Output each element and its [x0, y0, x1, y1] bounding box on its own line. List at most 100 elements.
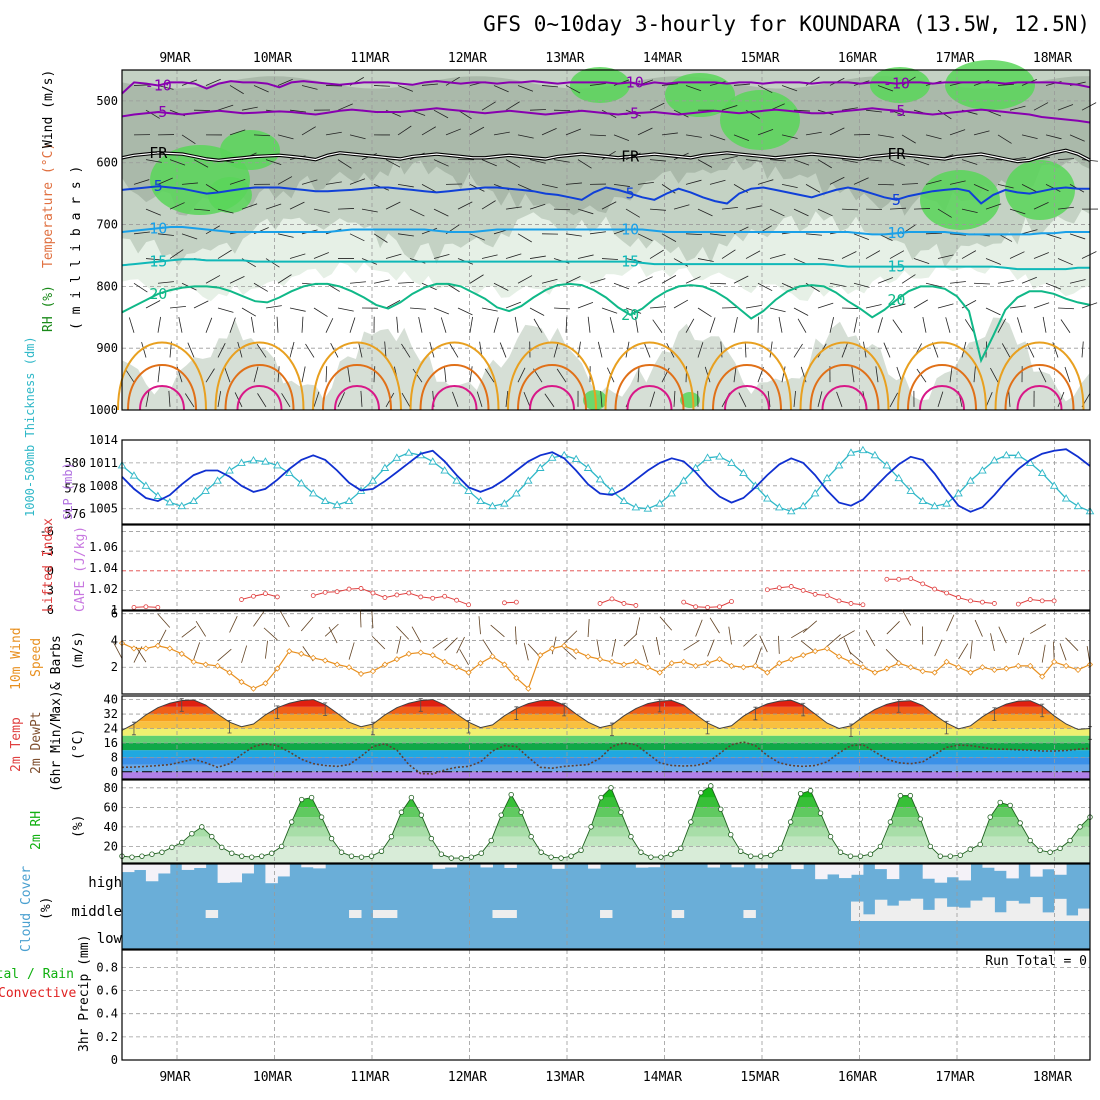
temp2m-unit-label: (°C): [71, 729, 86, 760]
thickness-marker: [177, 501, 187, 510]
cloud-gap-high: [1006, 864, 1019, 879]
wind-barb: [433, 208, 449, 217]
wind-barb: [745, 159, 762, 162]
wind-barb: [217, 343, 226, 358]
wind-barb: [709, 179, 726, 185]
boundary-layer-isotherm: [1004, 364, 1075, 411]
upper-air-panel: 500 600 700 800 900 1000 -10 -10 -10 -5 -5 -5 FR FR FR…: [89, 60, 1099, 417]
rh-green-patch: [570, 67, 630, 103]
wind-barb: [652, 319, 663, 333]
wind-barb: [961, 208, 978, 213]
wind-barb-10m: [456, 636, 465, 654]
wind-speed-marker: [1003, 665, 1010, 672]
wind-barb: [925, 180, 942, 185]
thickness-marker: [500, 499, 509, 507]
wind-barb: [793, 159, 810, 166]
wind-barb: [481, 101, 496, 111]
wind-barb: [325, 181, 342, 185]
lifted-marker: [251, 593, 256, 599]
boundary-layer-isotherm: [529, 385, 575, 411]
wind-barb: [229, 276, 245, 284]
wind-barb: [1038, 367, 1047, 383]
wind-barb-10m: [432, 637, 448, 649]
wind-barb: [1057, 206, 1074, 210]
wind-barb-10m: [623, 633, 638, 647]
wind-speed-marker: [549, 645, 556, 652]
wind-barb: [589, 231, 606, 235]
wind-speed-marker: [943, 658, 950, 665]
wind-barb: [169, 202, 185, 210]
wind-barb: [661, 83, 678, 86]
rh-marker: [149, 851, 155, 857]
thickness-marker: [1014, 450, 1023, 459]
wind-barb: [853, 233, 870, 241]
precip-convective-label: Convective: [0, 986, 76, 1001]
rh-marker: [448, 855, 455, 861]
wind-barb: [865, 159, 882, 162]
wind-barb: [457, 201, 473, 210]
cloud-gap-high: [647, 864, 661, 868]
temp-tick-label: 0: [111, 765, 118, 779]
wind-barb: [565, 85, 581, 94]
minmax-bar: [323, 702, 328, 716]
wind-barb: [841, 107, 858, 111]
rh-marker: [777, 845, 784, 852]
rh-color-band: [122, 826, 1090, 837]
top-date-label: 10MAR: [253, 51, 292, 66]
wind-barb: [613, 183, 630, 187]
minmax-bar: [562, 702, 567, 717]
boundary-layer-isotherm: [712, 364, 782, 411]
cloud-middle-label: middle: [71, 904, 122, 920]
wind-barb-10m: [990, 633, 995, 652]
wind-barb: [358, 341, 363, 358]
cape-tick-label: 1.02: [89, 582, 118, 596]
wind-speed-marker: [883, 665, 890, 672]
wind-barb: [851, 366, 855, 383]
wind-barb-10m: [563, 630, 578, 644]
rh-marker: [159, 849, 165, 855]
cloud-gap-middle: [874, 899, 888, 921]
wind-barb: [205, 275, 221, 284]
wind-barb: [685, 318, 695, 333]
wind-barb: [829, 282, 846, 287]
wind-barb: [841, 307, 859, 309]
wind-barb: [625, 307, 642, 314]
wind-barb: [913, 208, 931, 210]
cloud-gap-middle: [504, 910, 517, 918]
boundary-layer-isotherm: [214, 341, 305, 411]
rh-marker: [418, 812, 425, 818]
isotherm-label: 10: [887, 224, 905, 242]
wind-barb-10m: [371, 610, 374, 629]
precip-tick-label: 0.8: [96, 960, 118, 974]
wind-barb: [901, 183, 918, 185]
thickness-marker: [727, 458, 736, 466]
cape-tick-label: 1.06: [89, 540, 118, 554]
wind-barb: [985, 203, 1002, 210]
top-date-label: 13MAR: [545, 51, 584, 66]
wind-speed-marker: [800, 652, 807, 659]
wind-barb: [738, 392, 747, 408]
wind-barb: [565, 128, 582, 136]
isotherm-label: -5: [887, 102, 905, 120]
wind-barb: [481, 159, 497, 167]
wind-barb: [597, 341, 603, 358]
wind-barb: [493, 85, 509, 93]
isotherm-label: 15: [887, 258, 905, 276]
lifted-marker: [621, 601, 627, 606]
cloud-gap-high: [181, 864, 195, 870]
bottom-date-label: 16MAR: [838, 1070, 877, 1085]
wind-barb: [145, 300, 161, 309]
wind-barb: [313, 252, 329, 259]
cloud-gap-high: [946, 864, 960, 878]
rh-marker: [767, 852, 774, 858]
wind-barb: [637, 233, 653, 242]
wind-barb: [1009, 208, 1026, 215]
cloud-gap-high: [850, 864, 864, 875]
wind-speed-line: [121, 642, 1091, 690]
rh-marker: [1067, 837, 1073, 844]
wind-barb: [577, 254, 594, 259]
wind-barb: [157, 85, 174, 90]
boundary-layer-isotherm: [312, 341, 402, 411]
rh-marker: [458, 855, 464, 861]
wind-barb: [757, 179, 774, 185]
